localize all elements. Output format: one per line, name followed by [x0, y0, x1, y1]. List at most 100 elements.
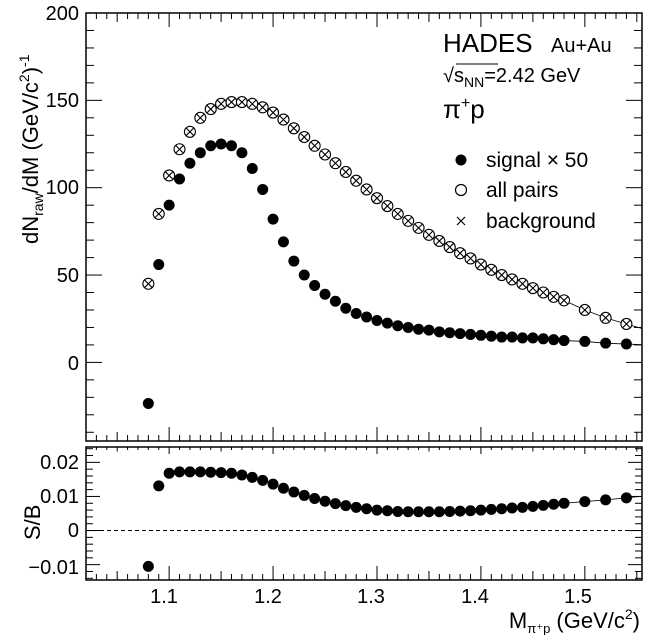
upper-axis-ticks [86, 12, 642, 441]
lower-ytick-label-001: 0.01 [40, 486, 79, 508]
signal-point [392, 320, 404, 332]
signal-point [246, 162, 258, 174]
background-point [476, 260, 486, 269]
signal-point [433, 326, 445, 338]
signal-point [236, 147, 248, 159]
sb-point [350, 501, 362, 513]
upper-y-axis-title: dNraw/dM (GeV/c2)-1 [16, 54, 46, 244]
sb-point [277, 482, 289, 494]
sb-point [527, 500, 539, 512]
sb-point [142, 560, 154, 572]
signal-point [340, 302, 352, 314]
legend-signal-marker [455, 154, 467, 166]
sb-point [309, 492, 321, 504]
background-point [487, 265, 496, 275]
sb-point [329, 498, 341, 510]
signal-point [350, 307, 362, 319]
background-point [372, 193, 382, 203]
signal-point [527, 332, 539, 344]
sb-point [465, 505, 477, 517]
sb-point [496, 503, 508, 515]
signal-point [257, 183, 269, 195]
background-point [518, 279, 527, 289]
background-point [414, 223, 423, 233]
sb-point [267, 478, 279, 490]
sb-point [371, 504, 383, 516]
sb-point [205, 466, 217, 478]
signal-point [329, 295, 341, 307]
sb-point [444, 505, 456, 517]
sb-point [194, 466, 206, 478]
xtick-label-1.4: 1.4 [461, 586, 489, 608]
signal-point [319, 288, 331, 300]
sb-point [298, 489, 310, 501]
signal-point [361, 311, 373, 323]
background-point [622, 319, 631, 329]
lower-panel-frame [85, 446, 643, 581]
background-point [403, 216, 413, 226]
sb-point [257, 474, 269, 486]
sb-point [361, 503, 373, 515]
upper-panel-frame [85, 12, 643, 442]
background-point [164, 171, 174, 180]
signal-point [194, 147, 206, 159]
xtick-label-1.1: 1.1 [150, 586, 178, 608]
signal-point [465, 328, 477, 340]
signal-point [506, 331, 518, 343]
sb-point [548, 498, 560, 510]
background-point [497, 270, 506, 280]
pair-label: π+p [443, 94, 485, 124]
sb-point [184, 466, 196, 478]
upper-data-marks [142, 96, 633, 409]
signal-point [620, 338, 632, 350]
upper-ytick-label-100: 100 [46, 177, 79, 199]
background-point [455, 248, 465, 258]
sb-point [163, 467, 175, 479]
x-axis-title: Mπ⁺p (GeV/c2) [509, 606, 640, 635]
sb-point [174, 466, 186, 478]
sb-point [215, 467, 227, 479]
signal-point [600, 337, 612, 349]
sb-point [579, 496, 591, 508]
signal-point [496, 331, 508, 343]
system-label: Au+Au [551, 35, 612, 57]
sb-point [225, 467, 237, 479]
background-point [362, 185, 371, 194]
signal-point [225, 140, 237, 152]
background-point [196, 113, 205, 123]
sb-point [433, 506, 445, 518]
sb-point [620, 492, 632, 504]
background-point [289, 124, 299, 133]
background-point [206, 104, 215, 114]
background-point [310, 141, 319, 151]
background-point [559, 296, 569, 305]
upper-ytick-label-0: 0 [68, 353, 79, 375]
lower-ytick-label-002: 0.02 [40, 452, 79, 474]
background-point [424, 230, 434, 240]
sb-point [475, 504, 487, 516]
background-point [351, 176, 361, 185]
background-point [279, 115, 288, 124]
signal-point [475, 329, 487, 341]
legend-background-label: background [486, 210, 596, 233]
background-point [601, 313, 610, 323]
background-point [247, 99, 257, 109]
sb-point [381, 505, 393, 517]
legend-all-pairs-marker [454, 183, 468, 197]
sb-point [340, 500, 352, 512]
lower-ytick-label-0: 0 [68, 520, 79, 542]
sb-point [153, 480, 165, 492]
signal-point [485, 330, 497, 342]
signal-point [454, 328, 466, 340]
sb-point [600, 494, 612, 506]
upper-ytick-label-150: 150 [46, 90, 79, 112]
xtick-label-1.5: 1.5 [564, 586, 592, 608]
background-point [154, 209, 164, 219]
sb-point [454, 505, 466, 517]
background-point [331, 158, 340, 168]
lower-axis-ticks [86, 447, 642, 580]
lower-y-axis-title: S/B [20, 505, 45, 540]
signal-point [402, 321, 414, 333]
energy-label: √sNN=2.42 GeV [443, 65, 581, 90]
signal-point [444, 327, 456, 339]
